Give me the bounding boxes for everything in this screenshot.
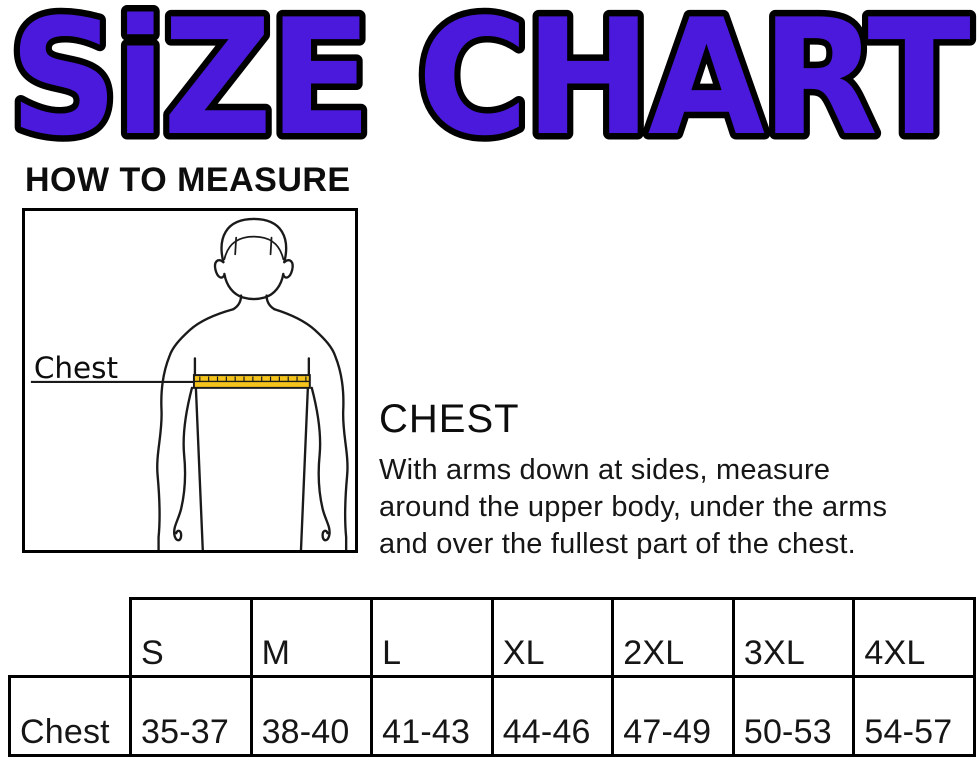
description-line-1: With arms down at sides, measure: [379, 454, 831, 486]
size-table-header-row: S M L XL 2XL 3XL 4XL: [129, 597, 976, 678]
shoulder-arm-right: [273, 308, 349, 550]
size-column-header-s: S: [132, 600, 250, 675]
inner-arm-hand-right: [310, 386, 331, 542]
chest-description: With arms down at sides, measure around …: [379, 452, 887, 563]
description-line-2: around the upper body, under the arms: [379, 491, 888, 523]
chest-section-heading: CHEST: [379, 397, 520, 441]
chest-value-3xl: 50-53: [734, 678, 853, 754]
torso-side-right: [299, 386, 310, 550]
torso-diagram: Chest: [30, 217, 349, 550]
chest-value-4xl: 54-57: [855, 678, 973, 754]
neck-left: [232, 294, 243, 311]
size-column-header-4xl: 4XL: [855, 600, 973, 675]
ear-right: [282, 259, 294, 279]
how-to-measure-heading: HOW TO MEASURE: [25, 161, 351, 199]
inner-arm-hand-left: [173, 386, 194, 542]
chest-value-2xl: 47-49: [614, 678, 732, 754]
temple-mark-left: [234, 236, 238, 256]
description-line-3: and over the fullest part of the chest.: [379, 528, 856, 560]
torso-side-left: [194, 386, 204, 550]
chest-value-l: 41-43: [373, 678, 491, 754]
size-column-header-3xl: 3XL: [734, 600, 853, 675]
measuring-tape: [192, 374, 311, 389]
page-title: SiZE CHART: [9, 0, 971, 158]
size-column-header-2xl: 2XL: [614, 600, 732, 675]
hairline: [223, 235, 285, 261]
size-column-header-m: M: [252, 600, 371, 675]
size-table-data-row: Chest 35-37 38-40 41-43 44-46 47-49 50-5…: [8, 675, 976, 757]
size-row-label: Chest: [11, 678, 129, 754]
chest-value-s: 35-37: [132, 678, 250, 754]
size-column-header-xl: XL: [493, 600, 612, 675]
neck-right: [265, 294, 276, 311]
measurement-figure-box: Chest: [22, 208, 358, 553]
size-column-header-l: L: [373, 600, 491, 675]
chest-value-xl: 44-46: [493, 678, 612, 754]
title-banner: SiZE CHART: [3, 0, 978, 158]
hair-outline: [220, 217, 288, 264]
face-outline: [223, 272, 285, 301]
chest-value-m: 38-40: [252, 678, 371, 754]
figure-chest-label: Chest: [34, 351, 118, 385]
temple-mark-right: [269, 236, 273, 256]
shoulder-arm-left: [156, 308, 235, 550]
ear-left: [213, 259, 226, 279]
